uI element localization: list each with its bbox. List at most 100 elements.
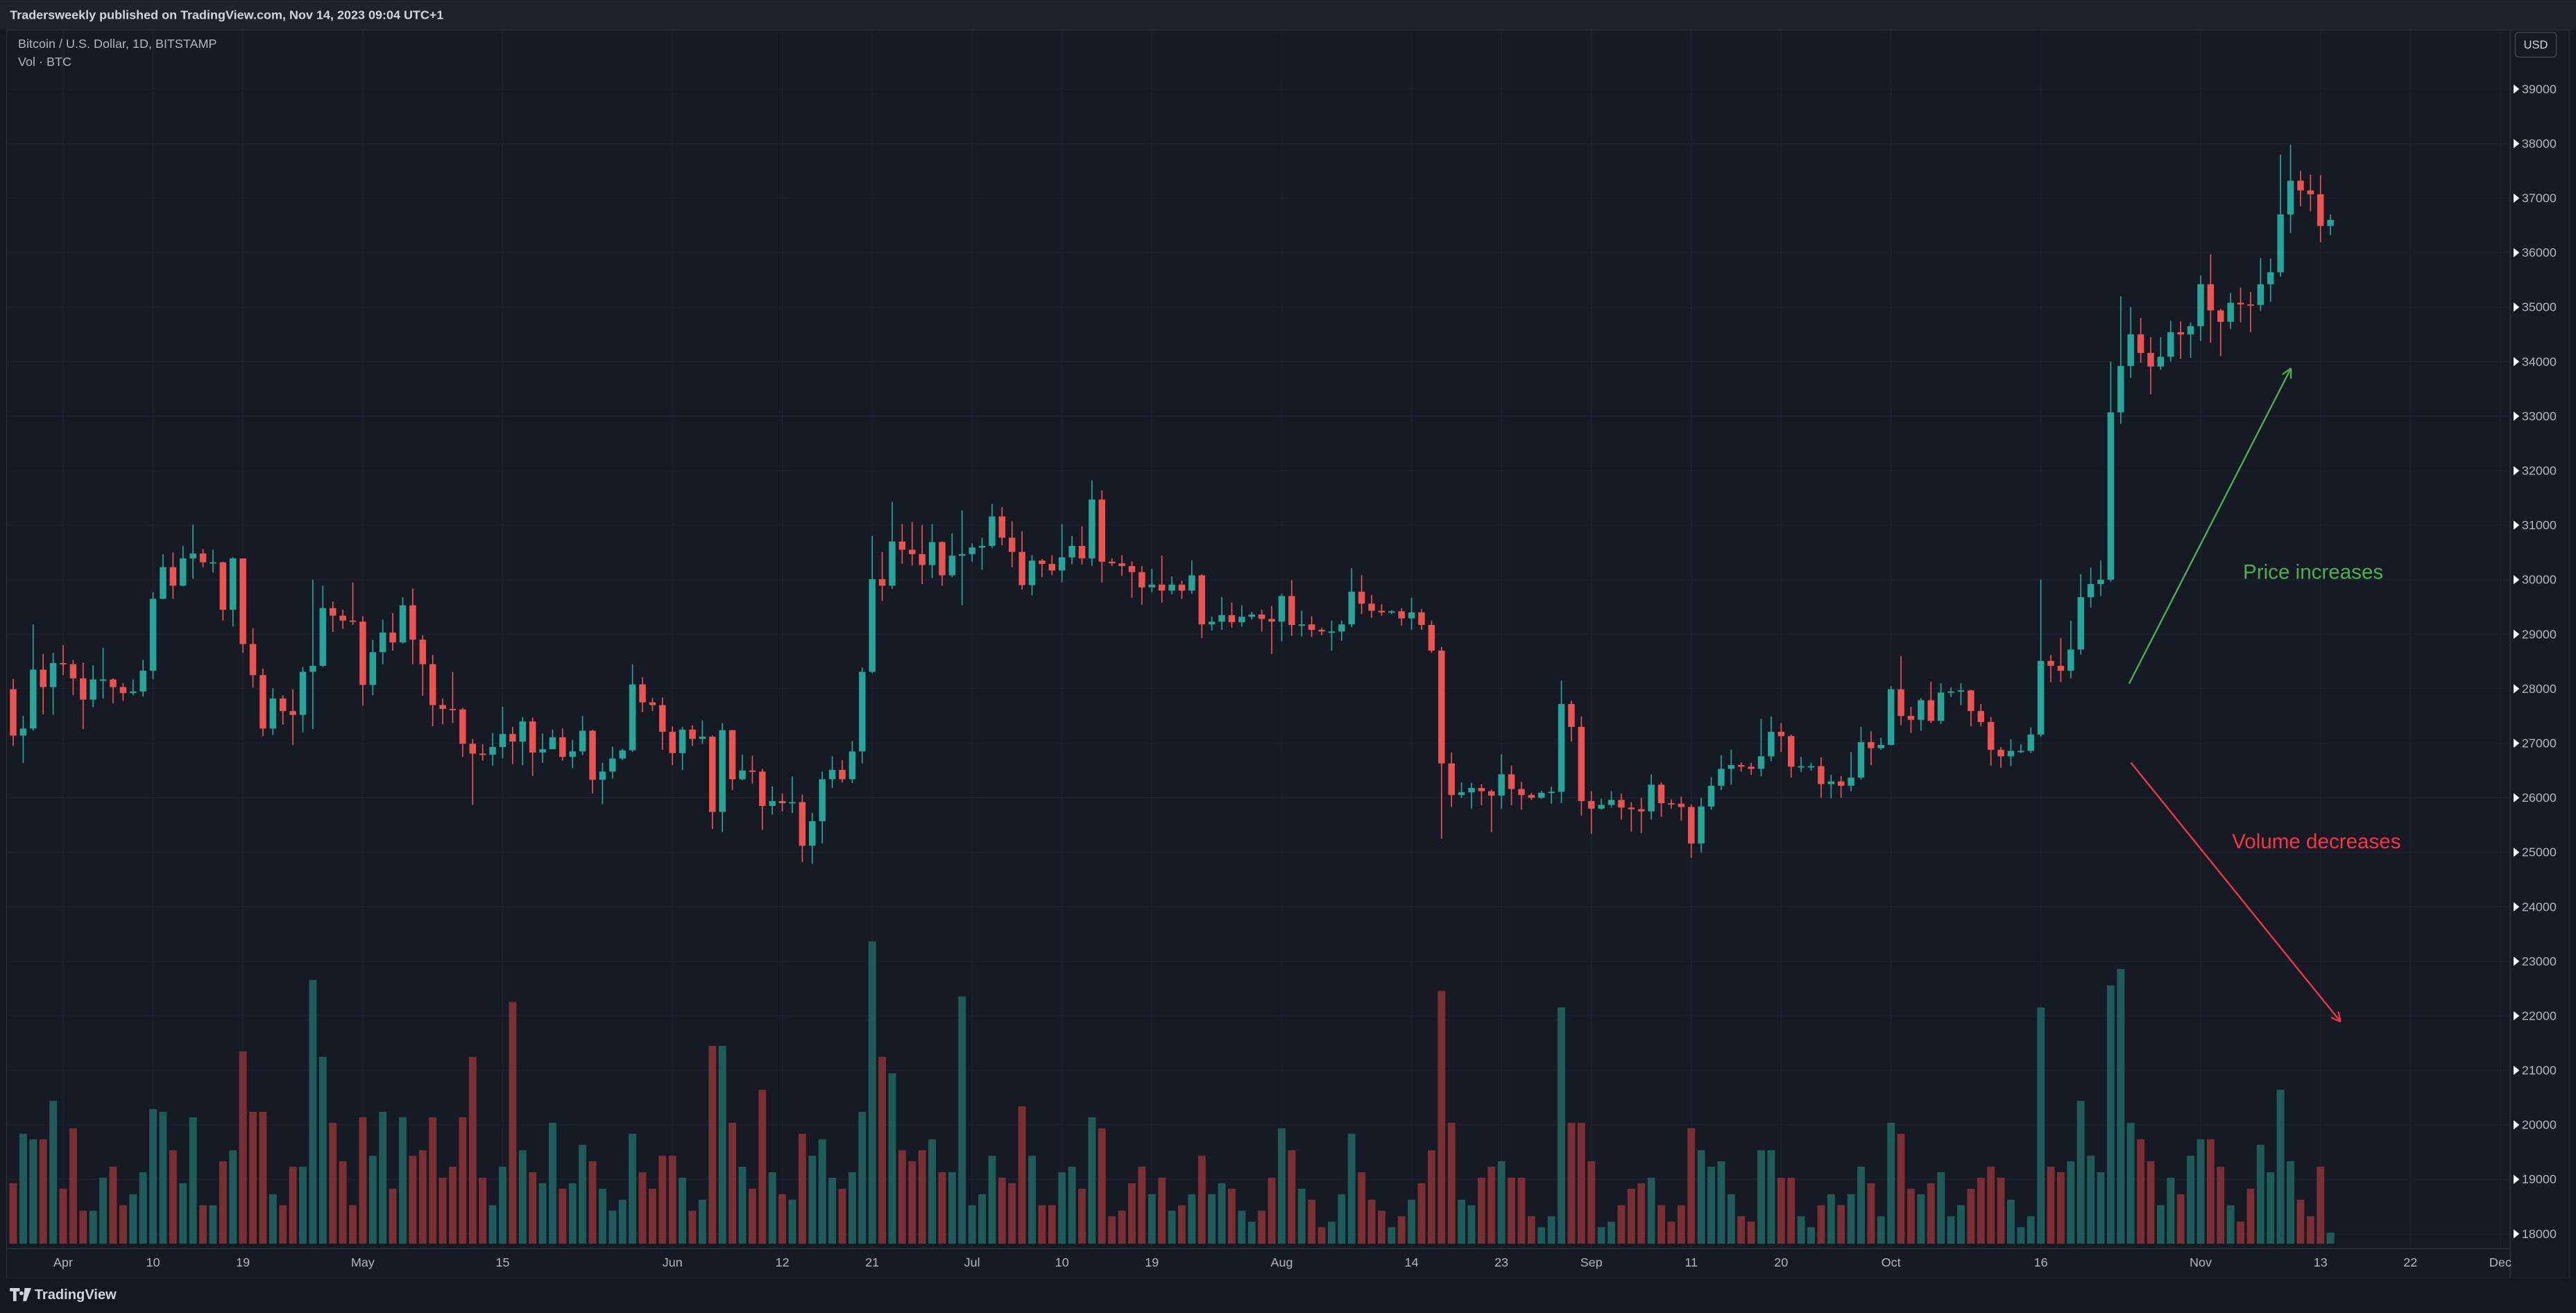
currency-button[interactable]: [2514, 31, 2557, 58]
candle-body: [1108, 561, 1116, 564]
volume-bar: [488, 1205, 497, 1244]
candle-body: [1548, 791, 1555, 793]
candle-body: [2257, 284, 2264, 305]
volume-bar: [1238, 1210, 1246, 1244]
volume-bar: [1168, 1210, 1176, 1244]
y-tick-marker: [2514, 738, 2520, 748]
volume-bar: [2197, 1139, 2205, 1244]
volume-bar: [1018, 1106, 1026, 1244]
candle-body: [180, 558, 187, 586]
volume-bar: [2156, 1205, 2165, 1244]
volume-bar: [1997, 1177, 2005, 1244]
candle-body: [2177, 332, 2184, 335]
volume-bar: [1947, 1216, 1955, 1244]
candle-body: [479, 753, 486, 755]
volume-bar: [738, 1167, 747, 1244]
volume-bar: [2117, 968, 2125, 1244]
volume-bar: [1777, 1177, 1785, 1244]
y-tick-marker: [2514, 302, 2520, 312]
volume-bar: [1388, 1227, 1396, 1244]
candle-body: [1887, 689, 1895, 745]
volume-bar: [1247, 1221, 1256, 1244]
volume-bar: [1907, 1188, 1915, 1244]
volume-bar: [2076, 1101, 2085, 1244]
volume-bar: [2326, 1233, 2335, 1244]
candle-body: [2277, 214, 2284, 273]
volume-bar: [608, 1210, 617, 1244]
volume-bar: [1558, 1007, 1566, 1244]
volume-bar: [468, 1056, 477, 1244]
volume-bar: [1977, 1177, 1985, 1244]
candle-body: [1498, 774, 1505, 796]
candle-body: [1048, 563, 1056, 571]
volume-bar: [878, 1056, 887, 1244]
annotation: Price increases: [2243, 561, 2383, 584]
candle-body: [579, 730, 586, 752]
candle-body: [1288, 596, 1295, 625]
volume-bar: [9, 1183, 17, 1244]
candle-body: [2317, 194, 2324, 226]
candle-body: [1807, 766, 1815, 768]
volume-bar: [2296, 1199, 2305, 1244]
candle-body: [1707, 785, 1715, 807]
volume-bar: [1707, 1167, 1715, 1244]
candle-body: [449, 709, 457, 710]
volume-bar: [268, 1194, 277, 1244]
candle-body: [2107, 412, 2115, 580]
volume-bar: [429, 1117, 437, 1244]
y-tick-marker: [2514, 520, 2520, 530]
candle-body: [359, 621, 366, 685]
volume-bar: [1667, 1221, 1675, 1244]
volume-bar: [748, 1188, 756, 1244]
candle-body: [1258, 615, 1265, 619]
volume-bar: [129, 1194, 137, 1244]
candle-body: [599, 771, 606, 780]
candle-body: [1018, 551, 1025, 585]
candle-body: [2297, 180, 2304, 191]
candle-body: [1488, 791, 1495, 796]
y-tick-label: 19000: [2522, 1172, 2557, 1186]
candle-body: [2187, 326, 2194, 335]
candle-body: [60, 663, 67, 664]
candle-body: [1078, 546, 1086, 559]
volume-bar: [2226, 1205, 2235, 1244]
volume-bar: [249, 1111, 257, 1244]
candle-body: [1039, 560, 1046, 564]
volume-bar: [1687, 1128, 1696, 1244]
candle-body: [1757, 756, 1765, 769]
volume-bar: [1767, 1150, 1775, 1244]
volume-bar: [2027, 1216, 2035, 1244]
candle-body: [299, 671, 307, 715]
volume-layer: [9, 941, 2335, 1244]
candle-body: [719, 730, 726, 812]
candle-body: [1128, 566, 1136, 572]
candle-body: [2077, 597, 2084, 650]
candle-body: [679, 729, 686, 753]
candle-body: [1268, 619, 1275, 622]
candle-body: [1668, 803, 1675, 805]
candle-body: [848, 751, 856, 780]
candle-body: [2067, 649, 2074, 671]
candle-body: [1378, 610, 1385, 612]
x-tick-label: 13: [2314, 1255, 2328, 1269]
y-tick-marker: [2514, 193, 2520, 203]
candle-body: [1278, 596, 1286, 622]
volume-bar: [1617, 1205, 1626, 1244]
candle-body: [2197, 284, 2204, 327]
annotation: Volume decreases: [2232, 830, 2400, 853]
y-tick-marker: [2514, 684, 2520, 694]
candle-body: [2267, 272, 2274, 284]
volume-bar: [1607, 1221, 1615, 1244]
candle-body: [1777, 732, 1785, 737]
candle-body: [1248, 615, 1255, 617]
candle-body: [1997, 749, 2004, 757]
volume-bar: [69, 1128, 77, 1244]
volume-bar: [2276, 1090, 2285, 1244]
volume-bar: [2037, 1007, 2045, 1244]
y-tick-marker: [2514, 902, 2520, 911]
volume-bar: [1717, 1161, 1725, 1244]
candle-body: [1198, 575, 1206, 625]
footer-bar: [0, 1278, 2576, 1313]
brand-logo: [10, 1287, 31, 1301]
candle-body: [569, 751, 577, 757]
